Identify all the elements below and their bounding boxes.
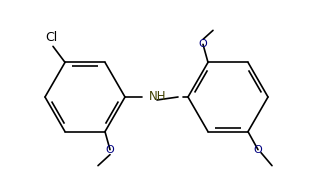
Text: NH: NH xyxy=(149,90,167,102)
Text: O: O xyxy=(254,145,262,155)
Text: O: O xyxy=(199,39,207,49)
Text: O: O xyxy=(106,145,114,155)
Text: Cl: Cl xyxy=(45,31,57,44)
